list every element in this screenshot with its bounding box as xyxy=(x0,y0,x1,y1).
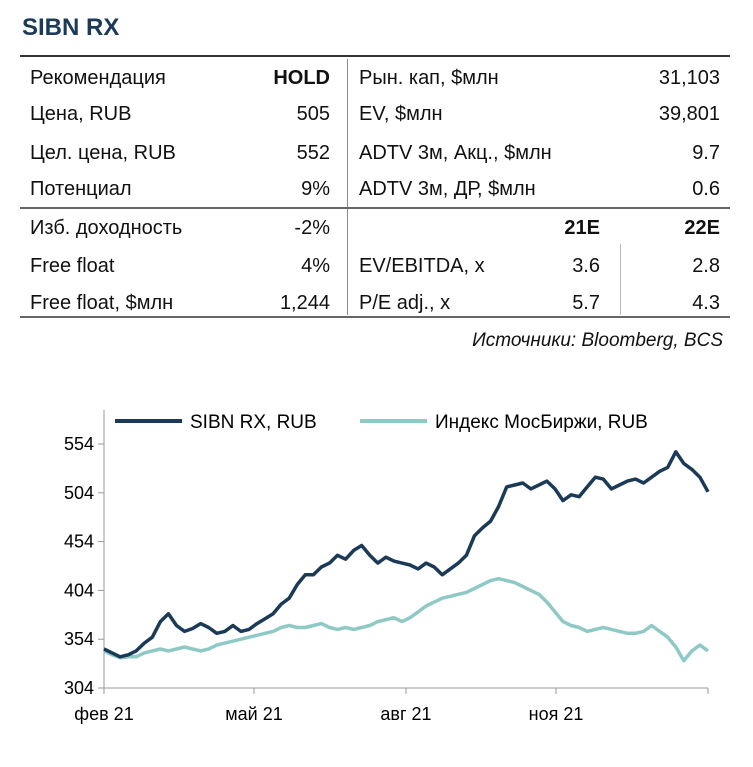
y-tick-label: 454 xyxy=(64,532,94,552)
table-top-rule xyxy=(20,55,730,57)
row-label-excess-return: Изб. доходность xyxy=(30,217,183,239)
row-value-adtv-shares: 9.7 xyxy=(692,142,720,164)
multiples-ev-ebitda-21e: 3.6 xyxy=(572,255,600,277)
x-tick-label: ноя 21 xyxy=(529,704,584,724)
multiples-label-pe: P/E adj., x xyxy=(359,292,451,314)
x-tick-label: авг 21 xyxy=(380,704,431,724)
table-column-divider xyxy=(347,59,348,315)
x-tick-label: май 21 xyxy=(225,704,282,724)
y-axis-ticks: 304 354 404 454 504 554 xyxy=(64,434,104,698)
row-value-free-float: 4% xyxy=(301,255,330,277)
row-value-free-float-usd: 1,244 xyxy=(279,292,330,314)
row-label-potential: Потенциал xyxy=(30,178,132,200)
row-value-recommendation: HOLD xyxy=(273,67,330,89)
legend-label-sibn: SIBN RX, RUB xyxy=(190,412,317,433)
row-value-adtv-dr: 0.6 xyxy=(692,178,720,200)
row-label-adtv-shares: ADTV 3м, Акц., $млн xyxy=(359,142,552,164)
row-label-price: Цена, RUB xyxy=(30,103,132,125)
row-label-target-price: Цел. цена, RUB xyxy=(30,142,176,164)
row-value-market-cap: 31,103 xyxy=(658,67,720,89)
y-tick-label: 504 xyxy=(64,483,94,503)
multiples-header-21e: 21E xyxy=(564,217,600,239)
row-value-excess-return: -2% xyxy=(294,217,330,239)
row-label-ev: EV, $млн xyxy=(359,103,443,125)
table-bottom-rule xyxy=(20,316,730,318)
chart-legend: SIBN RX, RUB Индекс МосБиржи, RUB xyxy=(115,412,648,433)
row-label-adtv-dr: ADTV 3м, ДР, $млн xyxy=(359,178,536,200)
chart-axes xyxy=(103,410,708,689)
row-label-recommendation: Рекомендация xyxy=(30,67,166,89)
series-line-index xyxy=(103,576,710,663)
table-mid-rule xyxy=(20,207,730,209)
multiples-divider xyxy=(620,244,621,315)
y-tick-label: 304 xyxy=(64,678,94,698)
multiples-pe-21e: 5.7 xyxy=(572,292,600,314)
y-tick-label: 404 xyxy=(64,580,94,600)
series-line-sibn xyxy=(103,450,710,659)
multiples-label-ev-ebitda: EV/EBITDA, x xyxy=(359,255,485,277)
row-value-price: 505 xyxy=(296,103,330,125)
price-chart: SIBN RX, RUB Индекс МосБиржи, RUB 304 354… xyxy=(64,410,710,724)
page-title: SIBN RX xyxy=(22,14,120,41)
multiples-pe-22e: 4.3 xyxy=(692,292,720,314)
source-note: Источники: Bloomberg, BCS xyxy=(472,330,723,351)
row-value-ev: 39,801 xyxy=(658,103,720,125)
x-tick-label: фев 21 xyxy=(74,704,133,724)
row-label-market-cap: Рын. кап, $млн xyxy=(359,67,499,89)
row-value-target-price: 552 xyxy=(296,142,330,164)
multiples-header-22e: 22E xyxy=(684,217,720,239)
row-label-free-float: Free float xyxy=(30,255,115,277)
y-tick-label: 354 xyxy=(64,629,94,649)
row-label-free-float-usd: Free float, $млн xyxy=(30,292,174,314)
legend-label-index: Индекс МосБиржи, RUB xyxy=(435,412,648,433)
y-tick-label: 554 xyxy=(64,434,94,454)
row-value-potential: 9% xyxy=(301,178,330,200)
x-axis-ticks: фев 21 май 21 авг 21 ноя 21 xyxy=(74,688,709,724)
chart-series xyxy=(103,450,710,663)
multiples-ev-ebitda-22e: 2.8 xyxy=(692,255,720,277)
